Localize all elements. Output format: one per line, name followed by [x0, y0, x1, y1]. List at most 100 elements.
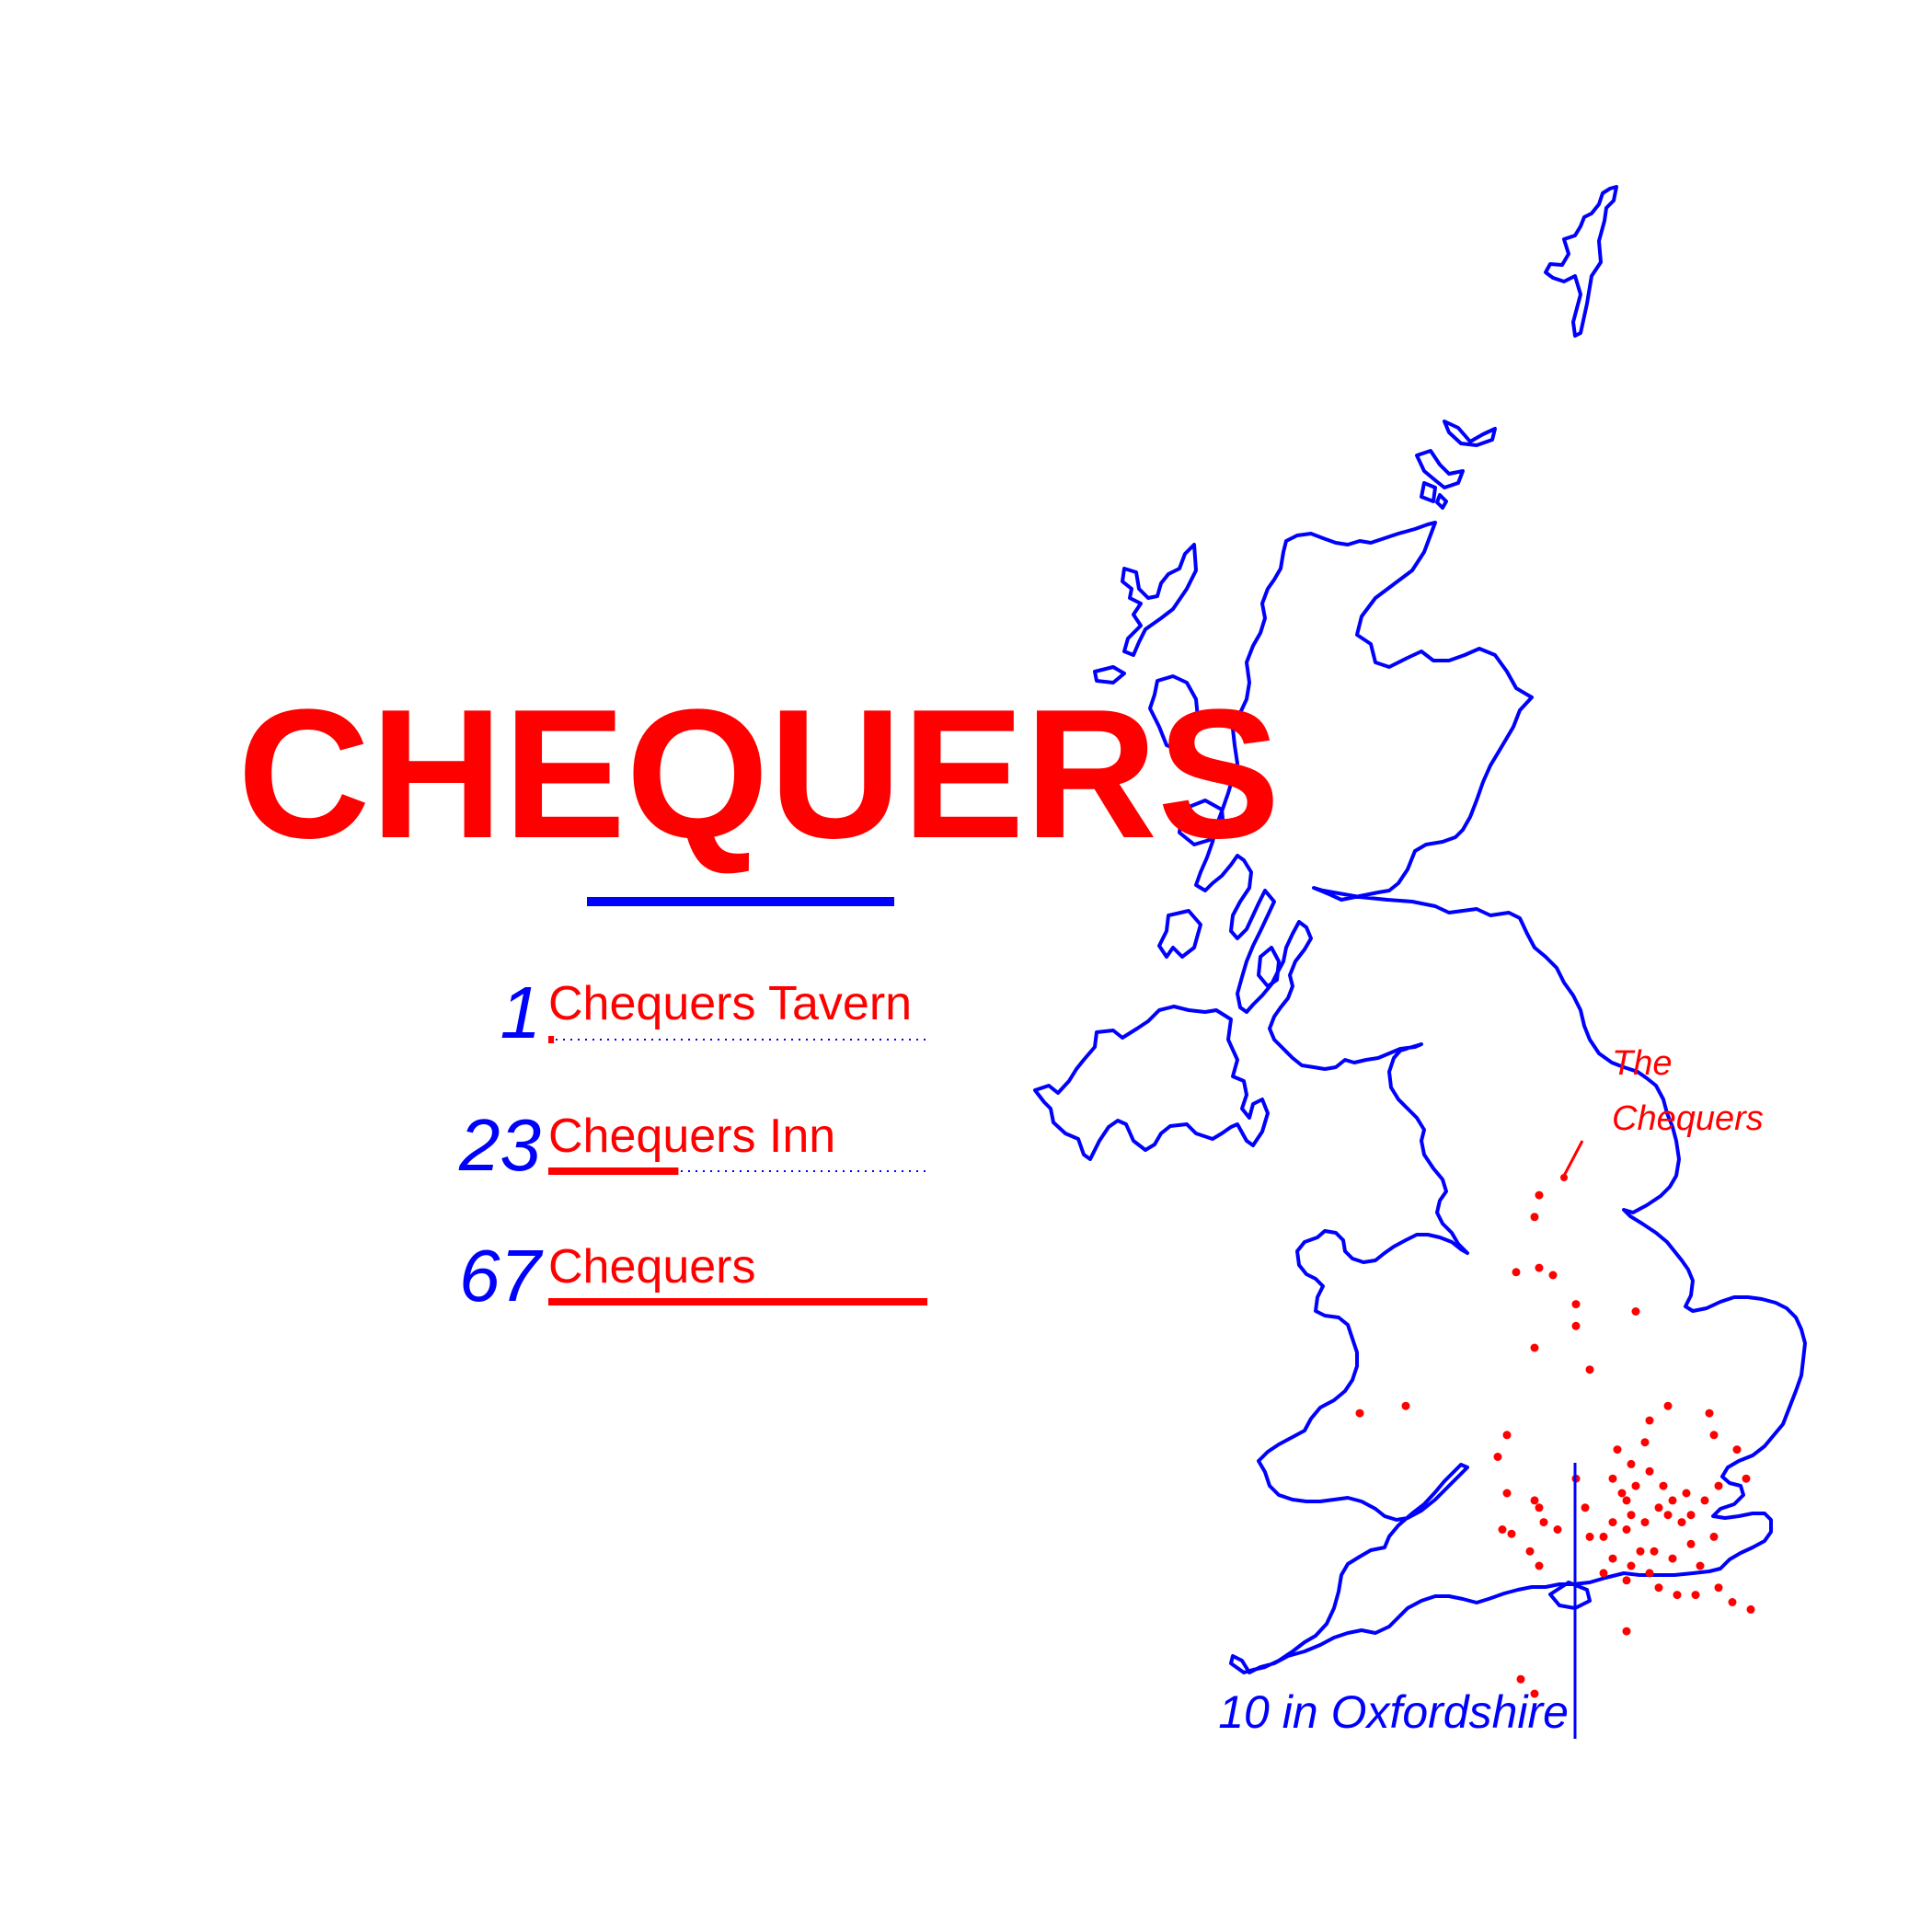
- uist-coastline: [1093, 665, 1126, 684]
- pub-point: [1581, 1503, 1590, 1512]
- pub-point: [1746, 1604, 1755, 1614]
- pub-point: [1535, 1263, 1544, 1272]
- pub-point: [1636, 1547, 1645, 1556]
- pub-point: [1709, 1532, 1719, 1541]
- north-callout-point: [1560, 1174, 1568, 1181]
- pub-point: [1571, 1321, 1581, 1330]
- pub-point: [1535, 1561, 1544, 1570]
- page-title: CHEQUERS: [237, 672, 1281, 877]
- pub-point: [1502, 1489, 1512, 1498]
- pub-point: [1742, 1474, 1751, 1483]
- pub-point: [1599, 1569, 1608, 1578]
- pub-point: [1585, 1532, 1594, 1541]
- pub-point: [1622, 1627, 1631, 1636]
- pub-point: [1640, 1438, 1650, 1447]
- islay-coastline: [1157, 909, 1202, 959]
- pub-point: [1631, 1307, 1640, 1316]
- pub-point: [1608, 1554, 1617, 1563]
- pub-point: [1525, 1547, 1535, 1556]
- pub-point: [1507, 1529, 1516, 1538]
- great-britain-coastline: [1194, 521, 1807, 1674]
- pub-point: [1585, 1365, 1594, 1374]
- pub-point: [1553, 1525, 1562, 1534]
- pub-point: [1617, 1489, 1627, 1498]
- north-callout-leader: [1562, 1140, 1584, 1177]
- orkney-coastline-4: [1435, 493, 1448, 510]
- pub-point: [1530, 1496, 1539, 1505]
- rank-number: 23: [458, 1104, 541, 1186]
- ranking-row: 67 Chequers: [459, 1235, 927, 1317]
- pub-point: [1516, 1674, 1525, 1684]
- orkney-coastline-1: [1443, 420, 1497, 447]
- pub-point: [1530, 1689, 1539, 1698]
- pub-point: [1728, 1598, 1737, 1606]
- north-callout-line2: Chequers: [1612, 1099, 1764, 1138]
- rank-number: 67: [459, 1235, 543, 1317]
- ranking-row: 1 Chequers Tavern: [500, 972, 927, 1053]
- pub-point: [1622, 1496, 1631, 1505]
- pub-point: [1530, 1213, 1539, 1222]
- pub-point: [1539, 1518, 1548, 1527]
- pub-point: [1673, 1591, 1682, 1600]
- rank-number: 1: [500, 972, 542, 1053]
- pub-point: [1663, 1511, 1673, 1520]
- oxfordshire-callout: 10 in Oxfordshire: [1218, 1686, 1569, 1738]
- pub-point: [1627, 1511, 1636, 1520]
- pub-point: [1691, 1591, 1700, 1600]
- pub-point: [1640, 1518, 1650, 1527]
- north-callout-line1: The: [1612, 1044, 1672, 1083]
- orkney-coastline-2: [1415, 449, 1465, 489]
- pub-point: [1535, 1503, 1544, 1512]
- pub-point: [1668, 1554, 1677, 1563]
- uk-map: [1033, 185, 1807, 1674]
- pub-point: [1677, 1518, 1686, 1527]
- lewis-coastline: [1121, 543, 1198, 657]
- pub-point: [1613, 1445, 1622, 1455]
- pub-point: [1535, 1190, 1544, 1200]
- pub-point: [1498, 1525, 1507, 1534]
- skye-coastline: [1148, 674, 1200, 752]
- pub-point: [1709, 1431, 1719, 1440]
- pub-point: [1627, 1561, 1636, 1570]
- pub-point: [1355, 1409, 1364, 1418]
- pub-point: [1700, 1496, 1709, 1505]
- pub-name: Chequers Inn: [548, 1110, 835, 1163]
- arran-coastline: [1257, 946, 1281, 988]
- shetland-coastline: [1544, 185, 1618, 338]
- pub-point: [1401, 1401, 1410, 1410]
- pub-point: [1571, 1300, 1581, 1309]
- pub-point: [1714, 1583, 1723, 1593]
- pub-point: [1512, 1268, 1521, 1277]
- pub-point: [1686, 1511, 1696, 1520]
- pub-point: [1502, 1431, 1512, 1440]
- pub-point: [1608, 1518, 1617, 1527]
- pub-point: [1622, 1525, 1631, 1534]
- pub-point: [1654, 1503, 1663, 1512]
- pub-point: [1686, 1539, 1696, 1548]
- pub-point: [1682, 1489, 1691, 1498]
- pub-point: [1668, 1496, 1677, 1505]
- pub-point: [1631, 1481, 1640, 1490]
- pub-point: [1645, 1569, 1654, 1578]
- pub-point: [1622, 1576, 1631, 1585]
- pub-point: [1714, 1481, 1723, 1490]
- ranking-list: 1 Chequers Tavern 23 Chequers Inn 67 Che…: [458, 972, 927, 1317]
- pub-name: Chequers: [548, 1240, 755, 1294]
- pub-point: [1530, 1343, 1539, 1352]
- ireland-north-coastline: [1033, 1005, 1270, 1161]
- pub-point: [1608, 1474, 1617, 1483]
- pub-point: [1732, 1445, 1742, 1455]
- pub-point: [1645, 1466, 1654, 1476]
- ranking-row: 23 Chequers Inn: [458, 1104, 927, 1186]
- mull-coastline: [1178, 799, 1225, 846]
- pub-point: [1548, 1271, 1558, 1280]
- pub-point: [1493, 1453, 1502, 1461]
- pub-point: [1659, 1481, 1668, 1490]
- pub-location-points: [1355, 1190, 1755, 1698]
- pub-point: [1645, 1416, 1654, 1425]
- pub-point: [1599, 1532, 1608, 1541]
- pub-point: [1663, 1401, 1673, 1410]
- pub-point: [1696, 1561, 1705, 1570]
- pub-point: [1650, 1547, 1659, 1556]
